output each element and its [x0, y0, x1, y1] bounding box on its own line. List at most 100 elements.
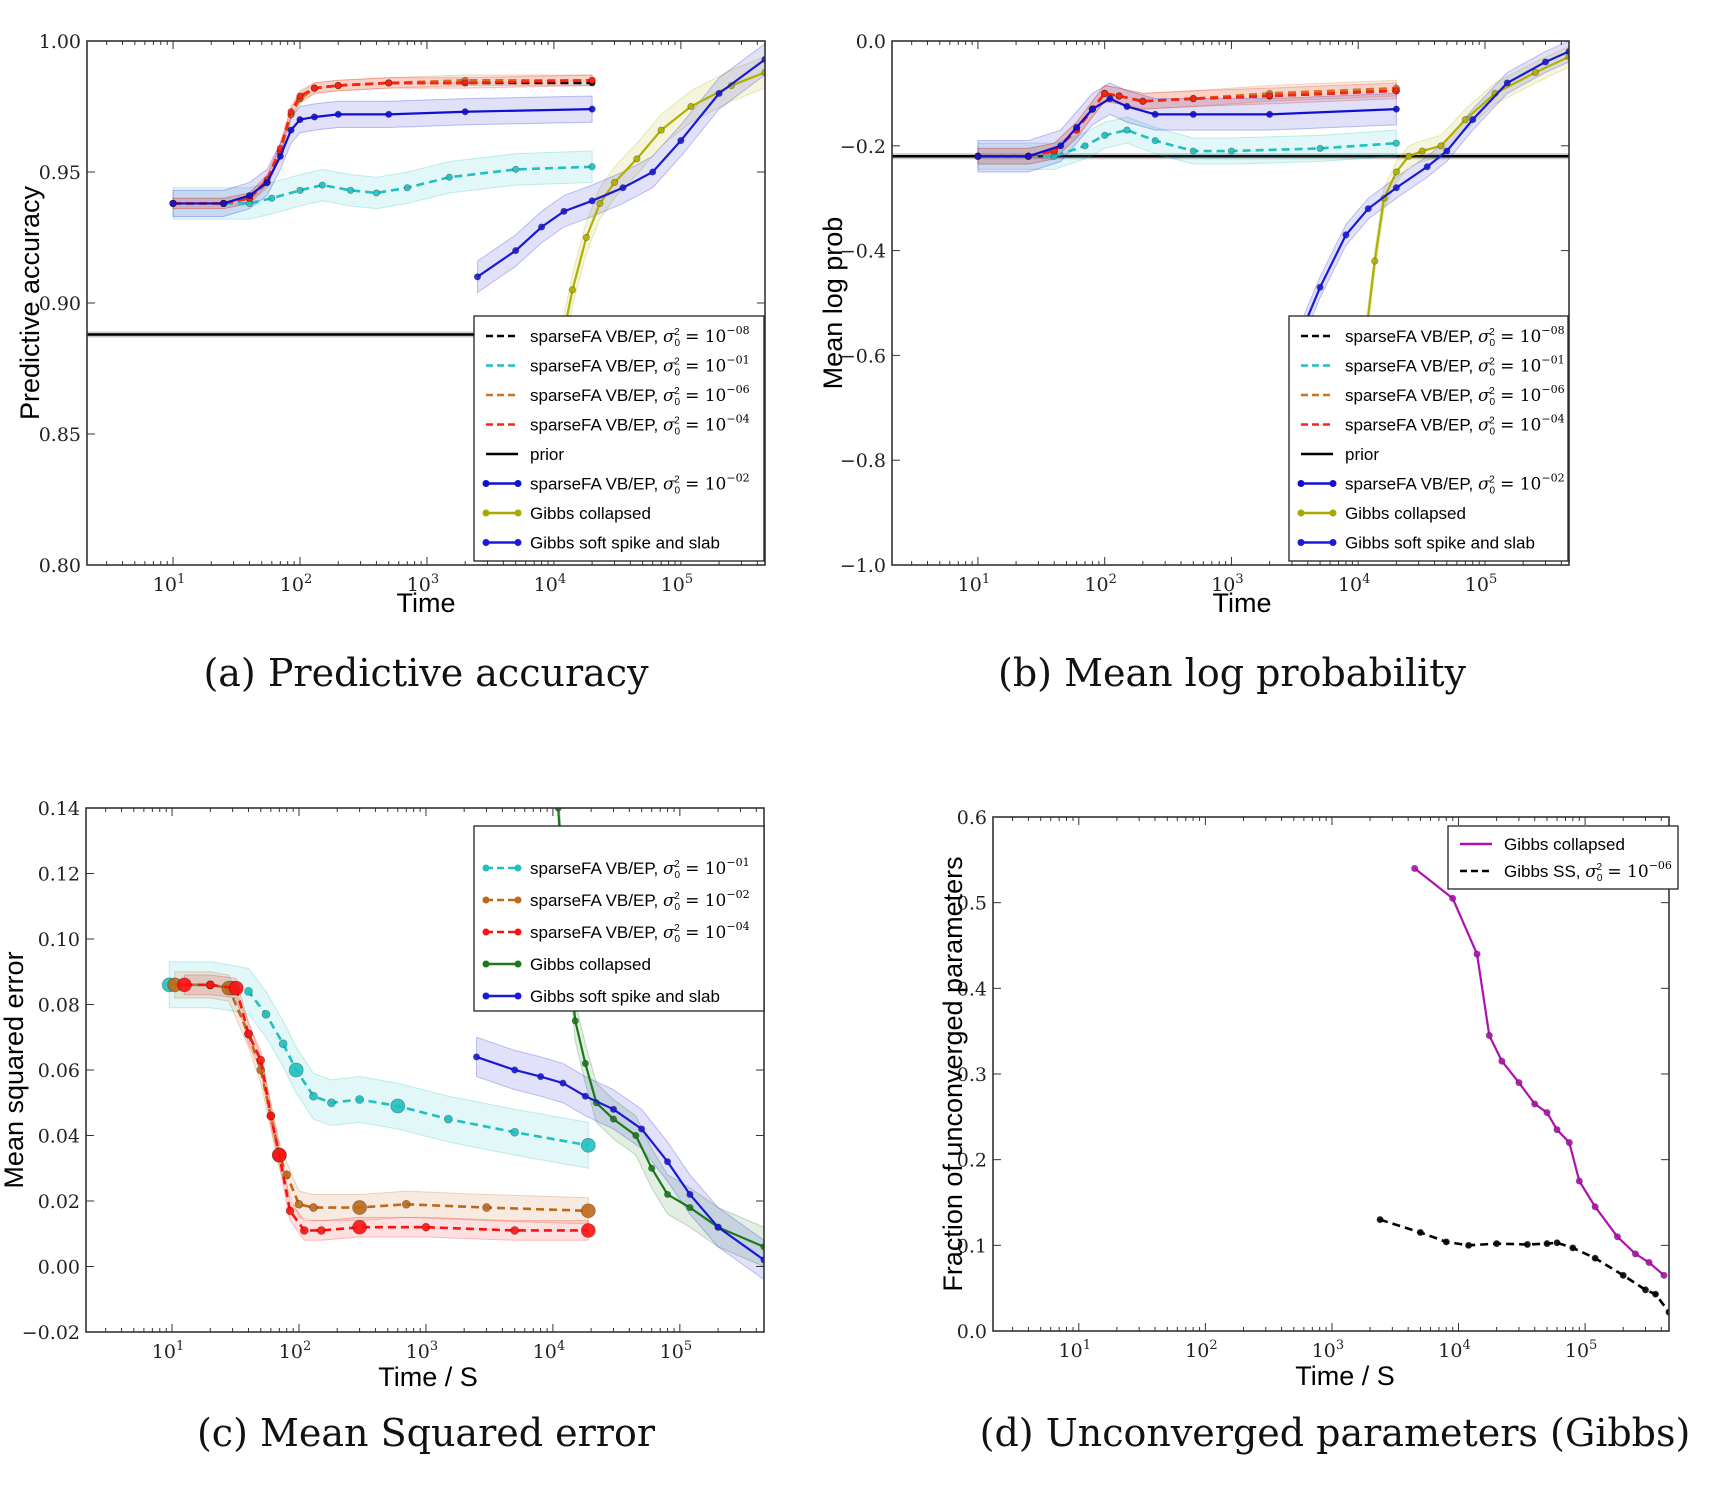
- data-point: [334, 110, 342, 118]
- data-point: [461, 79, 469, 87]
- x-tick-label: 103: [1211, 572, 1243, 596]
- data-point: [310, 84, 319, 92]
- data-point: [443, 1114, 453, 1124]
- data-point: [510, 1226, 520, 1235]
- panel-predictive-accuracy: 101 102 103 104 105 0.80 0.85 0.90 0.95 1.00 Time P…: [15, 31, 766, 618]
- data-point: [1115, 92, 1123, 100]
- legend-marker: [514, 509, 522, 517]
- caption-c: (c) Mean Squared error: [197, 1411, 656, 1455]
- legend-label: Gibbs soft spike and slab: [1345, 534, 1535, 553]
- data-point: [421, 1222, 431, 1232]
- data-point: [1543, 1108, 1551, 1117]
- legend-item: sparseFA VB/EP, σ02 = 10−04: [482, 920, 750, 945]
- data-point: [1437, 142, 1445, 150]
- data-point: [271, 1147, 287, 1163]
- data-point: [559, 1079, 567, 1087]
- legend-label: Gibbs collapsed: [530, 955, 651, 974]
- legend-marker: [482, 539, 490, 546]
- y-tick-label: −1.0: [840, 555, 886, 577]
- data-point: [1392, 139, 1400, 147]
- data-point: [1469, 116, 1477, 124]
- x-tick-label: 105: [1465, 572, 1497, 596]
- y-tick-label: −0.2: [840, 136, 886, 158]
- data-point: [663, 1190, 672, 1199]
- series-band-6: [476, 42, 765, 294]
- data-point: [472, 1053, 481, 1061]
- data-point: [1565, 1138, 1573, 1147]
- legend-label: sparseFA VB/EP, σ02 = 10−02: [1345, 472, 1565, 497]
- x-tick-label: 103: [406, 1339, 438, 1363]
- legend-marker: [514, 864, 522, 872]
- legend-marker: [514, 960, 522, 968]
- data-point: [334, 81, 342, 90]
- y-tick-label: −0.6: [840, 345, 886, 367]
- data-point: [1072, 123, 1081, 132]
- legend-item: sparseFA VB/EP, σ02 = 10−02: [482, 472, 750, 497]
- legend-item: Gibbs collapsed: [1297, 504, 1466, 523]
- data-point: [1651, 1290, 1660, 1298]
- legend-item: prior: [486, 445, 564, 464]
- legend-marker: [1329, 509, 1337, 517]
- legend-label: sparseFA VB/EP, σ02 = 10−08: [1345, 324, 1565, 349]
- x-tick-label: 104: [1438, 1338, 1470, 1362]
- data-point: [1139, 97, 1147, 105]
- data-point: [244, 987, 253, 996]
- series-line: [184, 983, 589, 1232]
- y-tick-label: 0.14: [38, 798, 80, 820]
- data-point: [219, 199, 228, 208]
- data-point: [580, 1137, 596, 1153]
- legend-label: sparseFA VB/EP, σ02 = 10−06: [530, 383, 750, 408]
- y-tick-label: 0.85: [39, 424, 81, 446]
- data-point: [571, 1017, 579, 1025]
- y-tick-label: 0.10: [38, 929, 80, 951]
- legend-label: sparseFA VB/EP, σ02 = 10−08: [530, 324, 750, 349]
- x-tick-label: 104: [534, 572, 566, 596]
- data-point: [1057, 142, 1065, 150]
- data-point: [648, 1164, 656, 1172]
- data-point: [1541, 58, 1550, 66]
- data-point: [638, 1125, 646, 1133]
- data-point: [1442, 1238, 1450, 1246]
- data-point: [649, 168, 657, 176]
- legend-item: sparseFA VB/EP, σ02 = 10−06: [486, 383, 750, 408]
- legend-item: prior: [1301, 445, 1379, 464]
- legend-item: Gibbs collapsed: [482, 955, 651, 974]
- data-point: [316, 1226, 326, 1235]
- series-band-6: [1299, 41, 1569, 346]
- data-point: [974, 152, 982, 160]
- legend-marker: [1297, 509, 1305, 517]
- data-point: [715, 89, 723, 98]
- legend-marker: [1329, 480, 1337, 487]
- data-point: [1464, 1241, 1473, 1249]
- data-point: [1553, 1126, 1561, 1134]
- legend: sparseFA VB/EP, σ02 = 10−08 sparseFA VB/E…: [473, 315, 765, 562]
- x-tick-label: 105: [661, 572, 693, 596]
- data-point: [1088, 105, 1097, 113]
- data-point: [1123, 126, 1131, 134]
- legend-marker: [482, 864, 490, 872]
- y-tick-label: 0.08: [38, 995, 80, 1017]
- series-line: [1379, 1218, 1669, 1313]
- data-point: [1364, 205, 1372, 213]
- data-point: [1660, 1271, 1668, 1279]
- x-axis-label: Time: [1213, 588, 1272, 618]
- data-point: [294, 1199, 304, 1209]
- data-point: [588, 105, 596, 113]
- x-tick-label: 101: [958, 572, 990, 596]
- data-point: [657, 126, 665, 134]
- legend-label: sparseFA VB/EP, σ02 = 10−04: [1345, 413, 1565, 438]
- data-point: [1515, 1078, 1523, 1087]
- data-point: [473, 273, 482, 281]
- caption-b: (b) Mean log probability: [998, 651, 1467, 695]
- data-point: [1371, 257, 1379, 265]
- data-point: [261, 1009, 271, 1019]
- y-axis-label: Predictive accuracy: [15, 185, 45, 420]
- y-tick-label: 0.0: [856, 31, 886, 53]
- data-point: [1423, 163, 1431, 171]
- legend-item: Gibbs SS, σ02 = 10−06: [1460, 859, 1672, 884]
- y-tick-label: 0.1: [957, 1235, 987, 1257]
- series-band-0: [168, 961, 589, 1169]
- data-point: [677, 136, 685, 145]
- data-point: [1392, 87, 1400, 95]
